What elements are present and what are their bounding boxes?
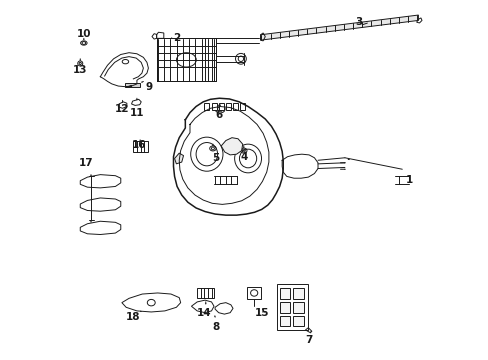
Bar <box>276 284 308 330</box>
Polygon shape <box>122 293 180 312</box>
Text: 13: 13 <box>73 64 87 75</box>
Text: 9: 9 <box>145 82 153 93</box>
Ellipse shape <box>240 148 246 153</box>
Text: 16: 16 <box>131 140 145 150</box>
Ellipse shape <box>215 105 224 113</box>
Polygon shape <box>221 138 242 155</box>
Ellipse shape <box>176 53 196 67</box>
Text: 18: 18 <box>125 312 140 322</box>
Text: 7: 7 <box>305 334 312 345</box>
Polygon shape <box>215 303 233 314</box>
Polygon shape <box>191 300 214 313</box>
Bar <box>218 103 223 110</box>
Bar <box>279 316 290 326</box>
Text: 17: 17 <box>79 158 93 168</box>
Text: 12: 12 <box>114 104 129 114</box>
Bar <box>279 288 290 299</box>
Bar <box>293 316 304 326</box>
Bar <box>225 103 230 110</box>
Text: 15: 15 <box>254 308 268 318</box>
Bar <box>211 103 216 110</box>
Text: 8: 8 <box>212 322 219 332</box>
Text: 6: 6 <box>215 111 223 121</box>
Polygon shape <box>80 175 121 188</box>
Text: 5: 5 <box>212 153 219 163</box>
Bar <box>293 288 304 299</box>
Text: 4: 4 <box>240 152 248 162</box>
Bar <box>293 302 304 313</box>
Bar <box>279 302 290 313</box>
Bar <box>125 83 140 87</box>
Text: 11: 11 <box>129 108 144 118</box>
Ellipse shape <box>235 53 246 64</box>
Polygon shape <box>80 221 121 234</box>
Polygon shape <box>80 198 121 211</box>
Polygon shape <box>260 15 418 40</box>
Text: 10: 10 <box>77 29 91 39</box>
Text: 2: 2 <box>172 33 180 43</box>
Text: 3: 3 <box>355 17 362 27</box>
Ellipse shape <box>209 146 216 151</box>
Polygon shape <box>174 153 183 164</box>
Bar <box>247 287 261 299</box>
Polygon shape <box>156 39 215 81</box>
Bar <box>233 103 238 110</box>
Text: 14: 14 <box>197 308 211 318</box>
Text: 1: 1 <box>405 175 412 185</box>
Bar <box>197 288 214 298</box>
Bar <box>132 141 147 152</box>
Bar <box>204 103 209 110</box>
Bar <box>240 103 244 110</box>
